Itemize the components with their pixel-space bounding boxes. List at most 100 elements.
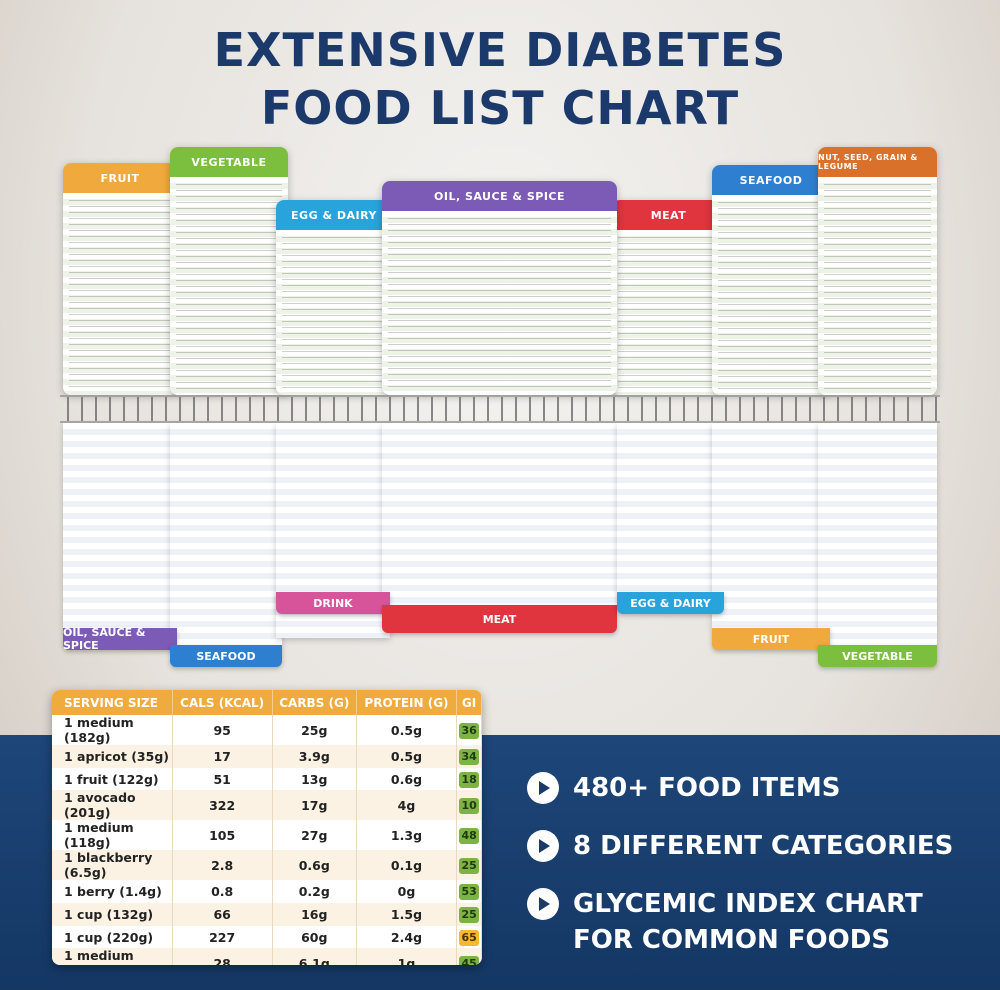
column-header: SERVING SIZE	[52, 690, 173, 715]
column-header: GI	[456, 690, 482, 715]
table-cell: 17	[172, 745, 273, 768]
table-cell: 0.8	[172, 880, 273, 904]
tab-meat: MEAT	[382, 605, 617, 633]
gi-badge: 36	[459, 722, 480, 739]
lower-panel-seafood	[170, 423, 282, 645]
table-cell: 45	[456, 948, 482, 965]
feature-item: 8 DIFFERENT CATEGORIES	[527, 828, 953, 864]
play-icon	[527, 772, 559, 804]
tab-oil-sauce-spice: OIL, SAUCE & SPICE	[63, 626, 177, 652]
table-cell: 25	[456, 903, 482, 926]
table-row: 1 fruit (122g) 51 13g 0.6g 18	[52, 767, 482, 791]
tab-fruit: FRUIT	[712, 628, 830, 650]
table-cell: 18	[456, 767, 482, 791]
table-cell: 1 medium (182g)	[52, 715, 173, 745]
column-header: CALS (KCAL)	[172, 690, 273, 715]
table-cell: 34	[456, 745, 482, 768]
table-cell: 0.1g	[356, 850, 458, 881]
card-title: OIL, SAUCE & SPICE	[382, 181, 617, 211]
table-cell: 25	[456, 850, 482, 881]
card-title: MEAT	[612, 200, 725, 230]
table-cell: 66	[172, 903, 273, 926]
table-row: 1 avocado (201g) 322 17g 4g 10	[52, 790, 482, 821]
table-cell: 0.6g	[272, 850, 357, 881]
table-cell: 1g	[356, 948, 458, 965]
table-cell: 51	[172, 767, 273, 791]
table-cell: 1 cup (220g)	[52, 925, 173, 949]
gi-badge: 25	[459, 906, 480, 923]
table-cell: 1 fruit (122g)	[52, 767, 173, 791]
tab-egg-dairy: EGG & DAIRY	[617, 592, 724, 614]
table-cell: 1 blackberry (6.5g)	[52, 850, 173, 881]
table-cell: 28	[172, 948, 273, 965]
table-cell: 1 apricot (35g)	[52, 745, 173, 768]
table-row: 1 cup (132g) 66 16g 1.5g 25	[52, 903, 482, 926]
table-cell: 4g	[356, 790, 458, 821]
table-cell: 10	[456, 790, 482, 821]
table-cell: 0.5g	[356, 745, 458, 768]
lower-panel-vegetable	[818, 423, 937, 645]
table-row: 1 apricot (35g) 17 3.9g 0.5g 34	[52, 745, 482, 768]
tab-drink: DRINK	[276, 592, 390, 614]
table-cell: 16g	[272, 903, 357, 926]
table-cell: 27g	[272, 820, 357, 851]
play-icon	[527, 830, 559, 862]
table-cell: 2.8	[172, 850, 273, 881]
card-vegetable: VEGETABLE	[170, 147, 288, 395]
table-cell: 0g	[356, 880, 458, 904]
table-cell: 1 avocado (201g)	[52, 790, 173, 821]
spiral-binding	[60, 395, 940, 423]
table-cell: 25g	[272, 715, 357, 745]
table-cell: 227	[172, 925, 273, 949]
table-cell: 53	[456, 880, 482, 904]
table-cell: 1 cup (132g)	[52, 903, 173, 926]
table-cell: 0.2g	[272, 880, 357, 904]
tab-seafood: SEAFOOD	[170, 645, 282, 667]
feature-text: 8 DIFFERENT CATEGORIES	[573, 831, 954, 861]
gi-badge: 45	[459, 955, 480, 965]
card-seafood: SEAFOOD	[712, 165, 830, 395]
lower-panel-egg	[617, 423, 724, 593]
lower-panel-oil	[63, 423, 177, 628]
table-cell: 48	[456, 820, 482, 851]
table-cell: 95	[172, 715, 273, 745]
feature-text: GLYCEMIC INDEX CHART FOR COMMON FOODS	[573, 889, 923, 955]
card-meat: MEAT	[612, 200, 725, 395]
table-cell: 105	[172, 820, 273, 851]
gi-badge: 48	[459, 827, 480, 844]
gi-badge: 18	[459, 771, 480, 788]
table-cell: 17g	[272, 790, 357, 821]
column-header: PROTEIN (G)	[356, 690, 458, 715]
gi-badge: 25	[459, 857, 480, 874]
headline-line-2: FOOD LIST CHART	[260, 81, 740, 135]
lower-panel-meat	[382, 423, 617, 605]
table-cell: 1.5g	[356, 903, 458, 926]
headline-line-1: EXTENSIVE DIABETES	[213, 23, 787, 77]
card-title: FRUIT	[63, 163, 177, 193]
card-title: NUT, SEED, GRAIN & LEGUME	[818, 147, 937, 177]
table-row: 1 blackberry (6.5g) 2.8 0.6g 0.1g 25	[52, 850, 482, 881]
table-row: 1 medium (118g) 105 27g 1.3g 48	[52, 820, 482, 851]
table-cell: 1 berry (1.4g)	[52, 880, 173, 904]
table-cell: 3.9g	[272, 745, 357, 768]
lower-panel-fruit	[712, 423, 830, 628]
feature-text: 480+ FOOD ITEMS	[573, 773, 841, 803]
table-cell: 36	[456, 715, 482, 745]
gi-table: SERVING SIZE CALS (KCAL) CARBS (G) PROTEIN …	[52, 690, 482, 965]
table-cell: 1 medium (91g)	[52, 948, 173, 965]
feature-item: 480+ FOOD ITEMS	[527, 770, 840, 806]
table-row: 1 cup (220g) 227 60g 2.4g 65	[52, 925, 482, 949]
table-cell: 65	[456, 925, 482, 949]
table-cell: 2.4g	[356, 925, 458, 949]
table-cell: 6.1g	[272, 948, 357, 965]
card-title: SEAFOOD	[712, 165, 830, 195]
card-oil-sauce-spice: OIL, SAUCE & SPICE	[382, 181, 617, 395]
column-header: CARBS (G)	[272, 690, 357, 715]
table-cell: 13g	[272, 767, 357, 791]
card-title: EGG & DAIRY	[276, 200, 392, 230]
table-cell: 60g	[272, 925, 357, 949]
table-cell: 0.6g	[356, 767, 458, 791]
table-row: 1 berry (1.4g) 0.8 0.2g 0g 53	[52, 880, 482, 904]
gi-badge: 53	[459, 884, 480, 901]
